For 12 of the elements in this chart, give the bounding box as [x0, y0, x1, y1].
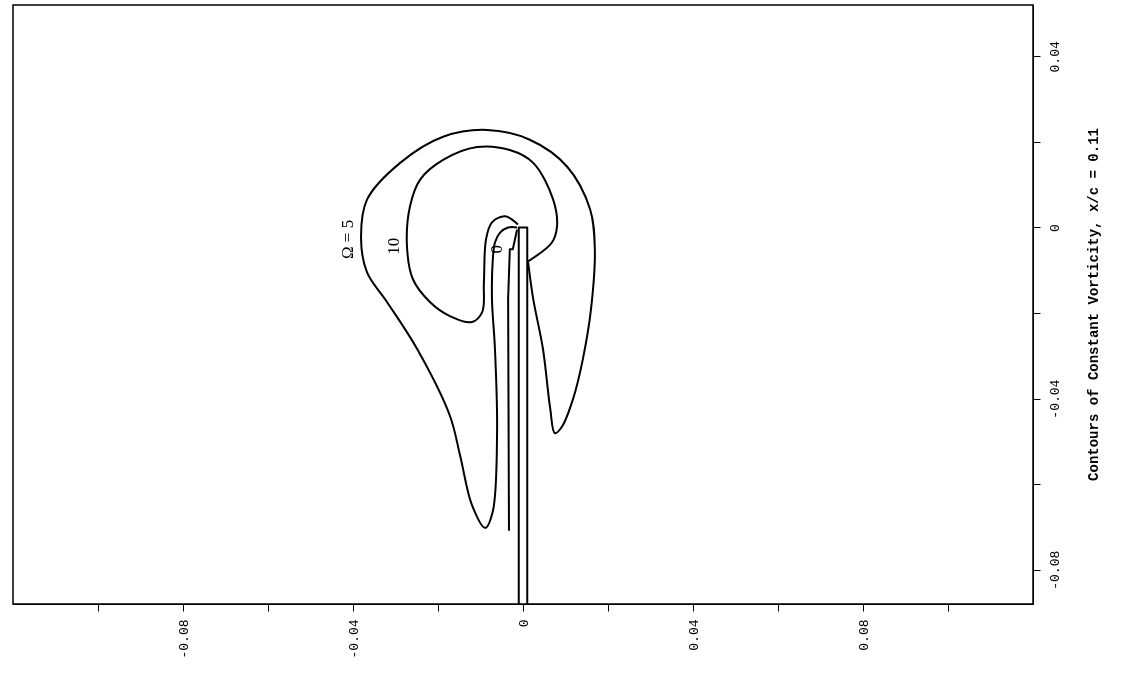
text: Contours of Constant Vorticity, x/c = 0.11 — [1086, 128, 1102, 481]
y-tick-label: -0.04 — [1047, 379, 1063, 419]
x-tick-label: -0.04 — [346, 619, 362, 659]
x-tick-label: 0 — [516, 619, 532, 628]
text: 10 — [383, 237, 403, 255]
y-tick-label: -0.08 — [1047, 550, 1063, 590]
y-tick-label: 0.04 — [1047, 41, 1063, 73]
x-tick-label: 0.08 — [856, 619, 872, 651]
text: Ω = 5 — [338, 219, 358, 260]
y-tick-label: 0 — [1047, 224, 1063, 232]
x-tick-label: 0.04 — [686, 619, 702, 651]
x-tick-label: -0.08 — [176, 619, 192, 659]
